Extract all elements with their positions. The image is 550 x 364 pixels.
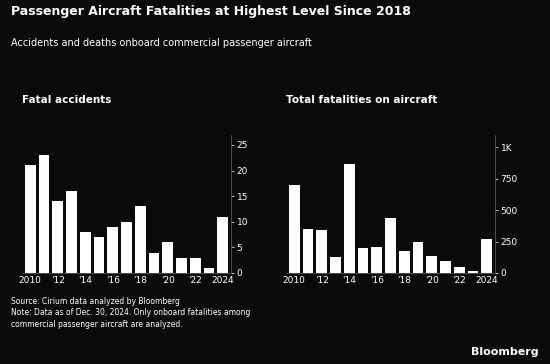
Bar [176, 258, 187, 273]
Bar [190, 258, 201, 273]
Bar [94, 237, 104, 273]
Bar [204, 268, 214, 273]
Bar [344, 163, 355, 273]
Bar [316, 230, 327, 273]
Bar [25, 165, 36, 273]
Bar [454, 267, 465, 273]
Bar [39, 155, 50, 273]
Bar [80, 232, 91, 273]
Text: Fatal accidents: Fatal accidents [22, 95, 111, 104]
Bar [135, 206, 146, 273]
Bar [371, 247, 382, 273]
Bar [121, 222, 132, 273]
Bar [440, 261, 451, 273]
Bar [162, 242, 173, 273]
Bar [481, 239, 492, 273]
Bar [148, 253, 159, 273]
Bar [52, 201, 63, 273]
Bar [385, 218, 396, 273]
Text: Bloomberg: Bloomberg [471, 347, 539, 357]
Bar [289, 185, 300, 273]
Bar [217, 217, 228, 273]
Text: Source: Cirium data analyzed by Bloomberg
Note: Data as of Dec. 30, 2024. Only o: Source: Cirium data analyzed by Bloomber… [11, 297, 250, 329]
Text: Accidents and deaths onboard commercial passenger aircraft: Accidents and deaths onboard commercial … [11, 38, 312, 48]
Text: Passenger Aircraft Fatalities at Highest Level Since 2018: Passenger Aircraft Fatalities at Highest… [11, 5, 411, 19]
Bar [358, 249, 368, 273]
Bar [399, 251, 410, 273]
Bar [66, 191, 77, 273]
Bar [302, 229, 313, 273]
Bar [107, 227, 118, 273]
Text: Total fatalities on aircraft: Total fatalities on aircraft [286, 95, 437, 104]
Bar [330, 257, 341, 273]
Bar [468, 271, 478, 273]
Bar [412, 242, 424, 273]
Bar [426, 256, 437, 273]
